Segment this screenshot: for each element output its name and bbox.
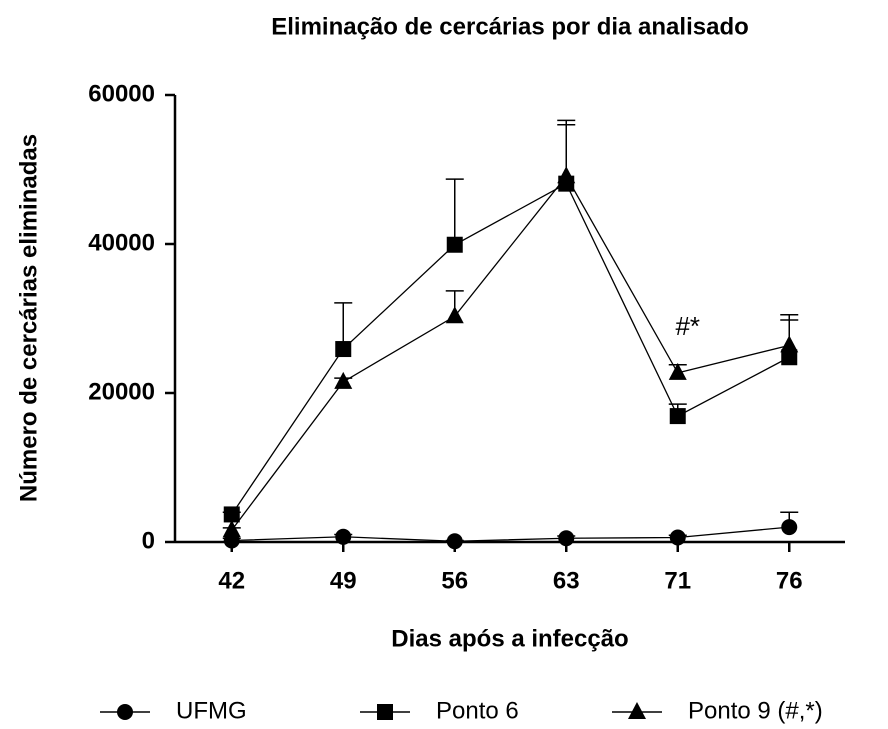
marker: [334, 371, 353, 389]
marker: [558, 530, 575, 547]
x-tick-label: 49: [330, 567, 357, 594]
marker: [446, 533, 463, 550]
legend-label: Ponto 9 (#,*): [688, 697, 823, 724]
marker: [780, 335, 799, 353]
marker: [669, 529, 686, 546]
series-line: [231, 175, 790, 531]
x-tick-label: 63: [553, 567, 580, 594]
marker: [445, 306, 464, 324]
series-line: [231, 526, 790, 542]
marker: [781, 519, 798, 536]
marker: [446, 236, 463, 253]
marker: [117, 704, 133, 720]
x-tick-label: 71: [664, 567, 691, 594]
y-axis-label: Número de cercárias eliminadas: [15, 134, 42, 502]
y-tick-label: 20000: [88, 378, 155, 405]
marker: [222, 520, 241, 538]
marker: [669, 408, 686, 425]
legend-label: Ponto 6: [436, 697, 519, 724]
x-tick-label: 56: [441, 567, 468, 594]
x-tick-label: 42: [218, 567, 245, 594]
annotation: #*: [675, 311, 700, 341]
y-tick-label: 0: [142, 527, 155, 554]
marker: [377, 704, 393, 720]
marker: [557, 166, 576, 184]
marker: [335, 528, 352, 545]
x-tick-label: 76: [776, 567, 803, 594]
marker: [781, 349, 798, 366]
marker: [335, 341, 352, 358]
marker: [628, 702, 646, 719]
chart-title: Eliminação de cercárias por dia analisad…: [271, 13, 749, 40]
series-line: [231, 182, 790, 515]
marker: [223, 506, 240, 523]
y-tick-label: 40000: [88, 229, 155, 256]
marker: [668, 362, 687, 380]
x-axis-label: Dias após a infecção: [391, 625, 628, 652]
y-tick-label: 60000: [88, 80, 155, 107]
legend-label: UFMG: [176, 697, 247, 724]
